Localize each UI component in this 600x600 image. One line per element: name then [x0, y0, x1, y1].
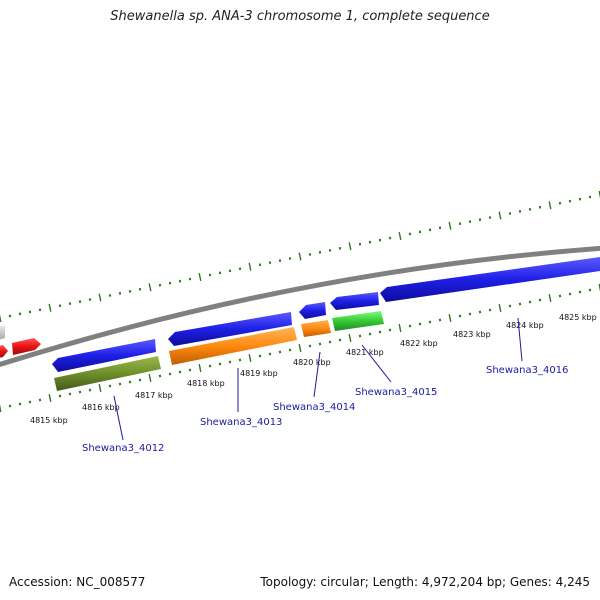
gene-reverse-olive[interactable]: [54, 356, 161, 391]
scale-label-4815: 4815 kbp: [30, 416, 68, 425]
scale-label-4825: 4825 kbp: [559, 313, 597, 322]
gene-reverse-orange-small[interactable]: [301, 320, 331, 337]
accession-text: Accession: NC_008577: [9, 575, 146, 589]
inner-tick: [98, 383, 102, 393]
inner-tick: [498, 303, 502, 313]
genome-summary: Topology: circular; Length: 4,972,204 bp…: [260, 575, 590, 589]
leader-4014: [313, 351, 321, 398]
inner-tick: [198, 363, 202, 373]
gene-label-leaders: [113, 317, 523, 441]
map-title: Shewanella sp. ANA-3 chromosome 1, compl…: [110, 9, 490, 24]
leader-4016: [517, 317, 523, 362]
gene-label-4012[interactable]: Shewana3_4012: [82, 443, 164, 454]
outer-tick: [48, 303, 52, 312]
inner-tick: [398, 323, 402, 333]
inner-tick: [0, 404, 2, 413]
gene-red-2[interactable]: [0, 345, 8, 358]
outer-tick: [248, 262, 252, 271]
outer-tick: [448, 221, 452, 230]
scale-label-4820: 4820 kbp: [293, 358, 331, 367]
leader-4012: [113, 395, 124, 441]
inner-tick: [48, 393, 52, 403]
outer-tick: [298, 252, 302, 261]
inner-tick-track: [0, 283, 600, 413]
inner-tick: [548, 293, 552, 303]
gene-forward-3[interactable]: [299, 302, 326, 319]
gene-label-4014[interactable]: Shewana3_4014: [273, 402, 355, 413]
scale-label-4823: 4823 kbp: [453, 330, 491, 339]
outer-tick: [498, 211, 502, 220]
outer-tick: [148, 283, 152, 292]
gene-label-4013[interactable]: Shewana3_4013: [200, 417, 282, 428]
gene-forward-4[interactable]: [330, 292, 379, 310]
scale-label-4822: 4822 kbp: [400, 339, 438, 348]
inner-tick: [248, 353, 252, 363]
scale-label-4817: 4817 kbp: [135, 391, 173, 400]
genome-backbone: [0, 245, 600, 368]
inner-tick: [298, 343, 302, 353]
scale-label-4821: 4821 kbp: [346, 348, 384, 357]
inner-tick: [448, 313, 452, 323]
scale-label-4816: 4816 kbp: [82, 403, 120, 412]
outer-tick: [348, 242, 352, 251]
gene-red-1[interactable]: [12, 338, 41, 355]
gene-forward-2[interactable]: [168, 312, 292, 346]
outer-tick: [598, 190, 600, 199]
scale-label-4818: 4818 kbp: [187, 379, 225, 388]
inner-tick: [148, 373, 152, 383]
gene-label-4015[interactable]: Shewana3_4015: [355, 387, 437, 398]
inner-tick: [598, 283, 600, 292]
gene-reverse-orange[interactable]: [169, 327, 297, 365]
gene-reverse-green[interactable]: [332, 311, 384, 331]
outer-tick: [398, 231, 402, 241]
gene-forward-5[interactable]: [380, 257, 600, 302]
outer-tick: [0, 314, 2, 323]
outer-tick-track: [0, 190, 600, 323]
inner-tick: [348, 333, 352, 343]
scale-label-4824: 4824 kbp: [506, 321, 544, 330]
leader-4015: [361, 344, 392, 383]
outer-tick: [198, 272, 202, 282]
gene-label-4016[interactable]: Shewana3_4016: [486, 365, 568, 376]
gene-forward-1[interactable]: [52, 339, 156, 372]
gene-grey-1[interactable]: [0, 325, 5, 340]
outer-tick: [98, 293, 102, 302]
scale-label-4819: 4819 kbp: [240, 369, 278, 378]
outer-tick: [548, 201, 552, 210]
